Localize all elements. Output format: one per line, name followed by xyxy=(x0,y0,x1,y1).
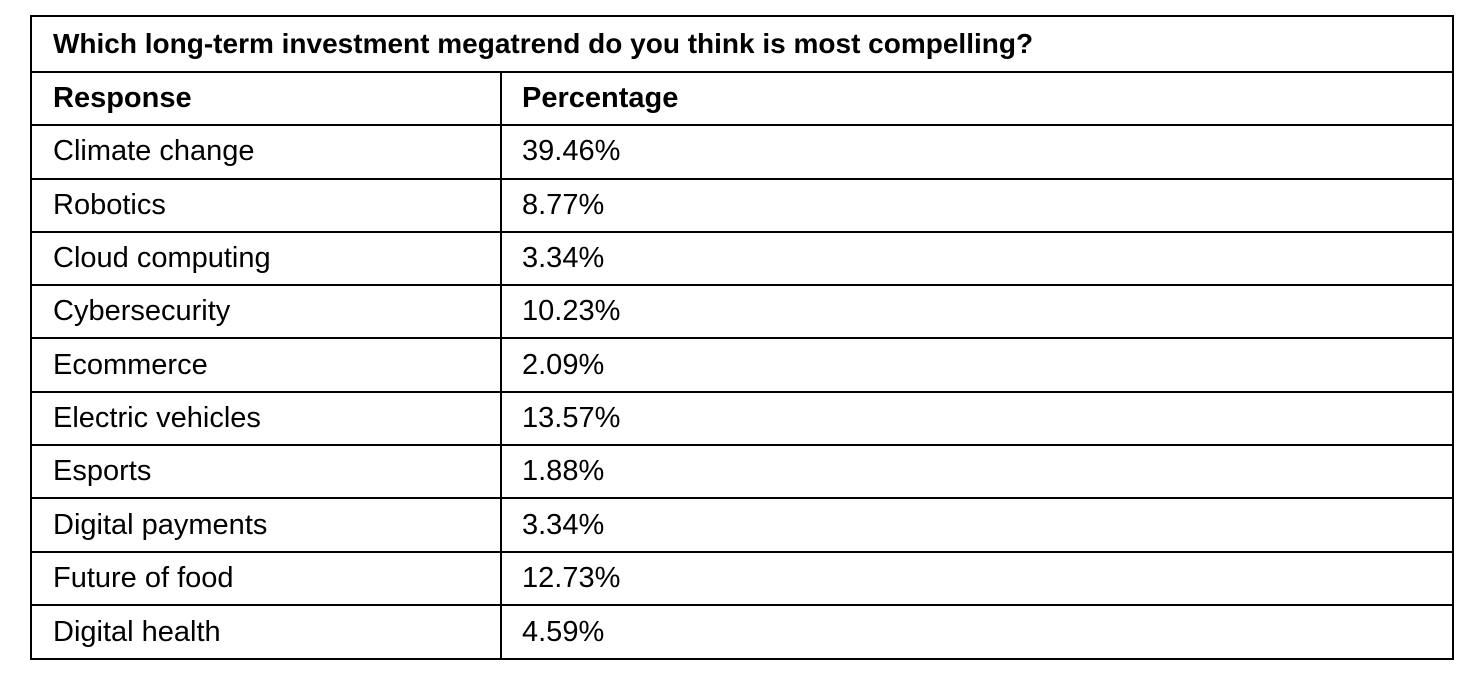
table-row: Esports 1.88% xyxy=(32,446,1452,500)
percentage-cell: 10.23% xyxy=(522,295,621,328)
table-row: Digital payments 3.34% xyxy=(32,499,1452,553)
response-cell: Esports xyxy=(32,446,502,498)
percentage-cell: 3.34% xyxy=(522,508,605,541)
response-cell: Future of food xyxy=(32,552,502,604)
response-cell: Digital payments xyxy=(32,499,502,551)
table-row: Digital health 4.59% xyxy=(32,605,1452,660)
percentage-cell: 2.09% xyxy=(522,348,605,381)
response-cell: Cybersecurity xyxy=(32,286,502,338)
percentage-cell: 1.88% xyxy=(522,455,605,488)
table-row: Climate change 39.46% xyxy=(32,126,1452,180)
response-cell: Climate change xyxy=(32,126,502,178)
percentage-cell: 4.59% xyxy=(522,616,605,649)
table-row: Cybersecurity 10.23% xyxy=(32,286,1452,340)
table-row: Cloud computing 3.34% xyxy=(32,232,1452,287)
response-cell: Electric vehicles xyxy=(32,392,502,445)
percentage-cell: 8.77% xyxy=(522,188,605,221)
table-title: Which long-term investment megatrend do … xyxy=(32,17,1452,73)
response-cell: Digital health xyxy=(32,605,502,660)
percentage-cell: 39.46% xyxy=(522,135,621,168)
survey-table: Which long-term investment megatrend do … xyxy=(30,15,1454,660)
table-row: Ecommerce 2.09% xyxy=(32,339,1452,393)
percentage-cell: 12.73% xyxy=(522,561,621,594)
response-cell: Ecommerce xyxy=(32,339,502,391)
response-cell: Robotics xyxy=(32,179,502,231)
header-response: Response xyxy=(32,73,502,125)
header-percentage: Percentage xyxy=(522,82,679,115)
table-row: Electric vehicles 13.57% xyxy=(32,392,1452,447)
table-row: Robotics 8.77% xyxy=(32,179,1452,233)
table-row: Future of food 12.73% xyxy=(32,552,1452,606)
response-cell: Cloud computing xyxy=(32,232,502,285)
table-header-row: Response Percentage xyxy=(32,73,1452,127)
percentage-cell: 13.57% xyxy=(522,401,621,434)
percentage-cell: 3.34% xyxy=(522,242,605,275)
